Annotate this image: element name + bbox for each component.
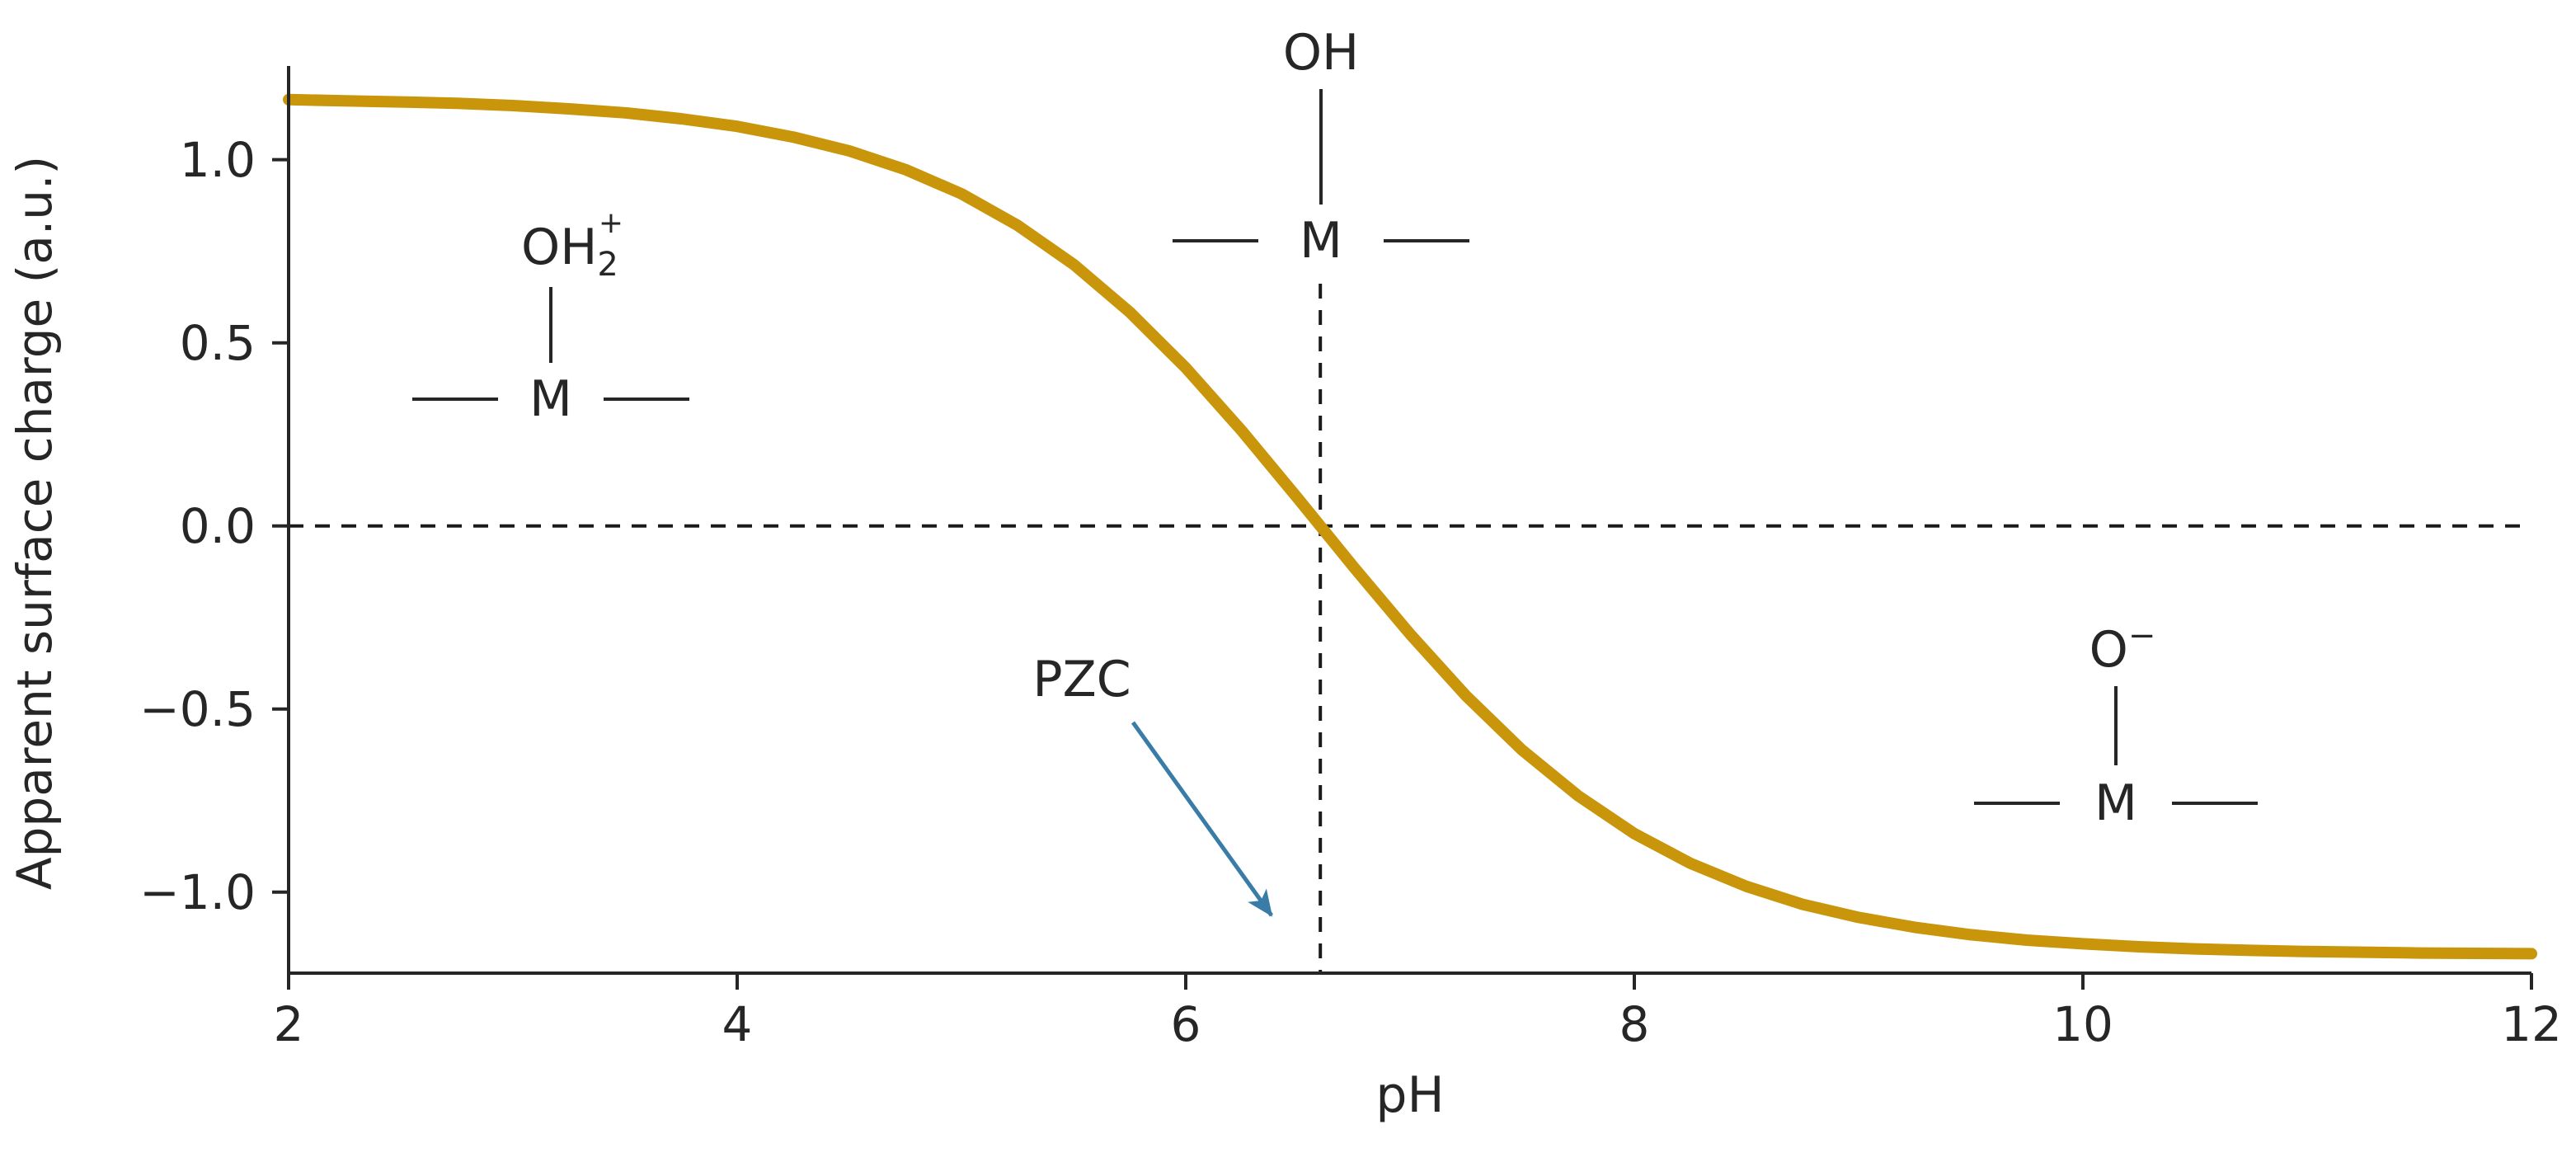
x-tick-label: 12 xyxy=(2501,996,2562,1052)
annotation-o-m: O− M xyxy=(1974,617,2258,832)
x-ticks xyxy=(287,973,2533,990)
o-label: O− xyxy=(2089,617,2156,679)
oh-label: OH xyxy=(1283,24,1359,82)
y-tick-label: 0.5 xyxy=(180,315,256,371)
y-tick-label: 0.0 xyxy=(180,498,256,554)
x-axis-label: pH xyxy=(1375,1066,1444,1124)
axes-group: 2 4 6 8 10 12 1.0 0.5 0.0 −0.5 −1.0 pH Apparent s… xyxy=(7,66,2562,1124)
y-tick-labels: 1.0 0.5 0.0 −0.5 −1.0 xyxy=(139,132,256,920)
pzc-label: PZC xyxy=(1032,651,1131,708)
y-tick-label: −1.0 xyxy=(139,864,256,920)
x-tick-labels: 2 4 6 8 10 12 xyxy=(274,996,2562,1052)
x-tick-label: 2 xyxy=(274,996,304,1052)
o-metal-label: M xyxy=(2094,774,2137,832)
y-axis-label: Apparent surface charge (a.u.) xyxy=(7,156,63,890)
charge-curve xyxy=(283,93,2537,960)
x-tick-label: 10 xyxy=(2052,996,2113,1052)
annotation-oh2-m: OH2 + M xyxy=(412,206,689,428)
annotation-oh-m: OH M xyxy=(1173,24,1469,270)
o-main: O xyxy=(2089,621,2128,679)
y-tick-label: 1.0 xyxy=(180,132,256,188)
x-tick-label: 8 xyxy=(1619,996,1650,1052)
y-tick-label: −0.5 xyxy=(139,681,256,737)
oh-metal-label: M xyxy=(1300,212,1342,270)
oh2-sub: 2 xyxy=(597,246,618,284)
oh2-main: OH xyxy=(521,219,597,276)
y-ticks xyxy=(272,158,289,894)
x-tick-label: 6 xyxy=(1171,996,1201,1052)
o-sup: − xyxy=(2128,617,2156,655)
pzc-arrow xyxy=(1131,721,1274,917)
oh2-sup: + xyxy=(599,206,623,240)
annotation-pzc: PZC xyxy=(1032,651,1274,917)
x-tick-label: 4 xyxy=(722,996,753,1052)
oh2-label: OH2 + xyxy=(521,206,623,284)
oh2-metal-label: M xyxy=(529,370,572,428)
